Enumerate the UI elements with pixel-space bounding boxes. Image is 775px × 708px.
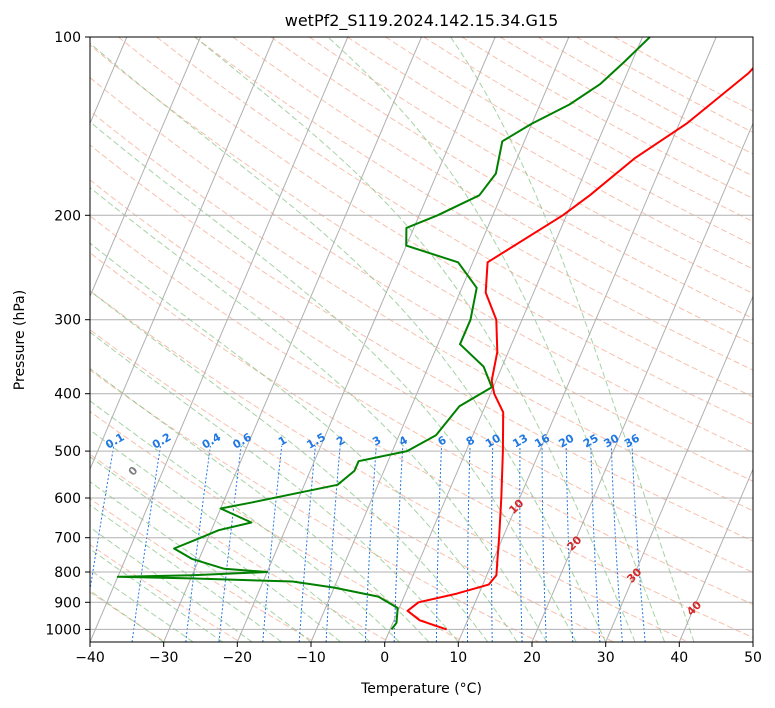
series-layer [116, 37, 753, 631]
dry-adiabat-line [90, 543, 241, 642]
y-tick-label: 500 [54, 444, 81, 460]
moist-adiabat-line [194, 37, 636, 642]
moist-adiabat-line [90, 242, 518, 642]
isotherm-line [163, 37, 422, 642]
x-tick-label: 50 [744, 650, 762, 666]
isotherm-line [90, 37, 201, 298]
dry-adiabat-line [90, 215, 753, 606]
dry-adiabat-line [90, 410, 465, 642]
mixing-ratio-line [262, 445, 283, 642]
dry-adiabat-line [194, 37, 753, 371]
x-tick-label: −30 [149, 650, 179, 666]
y-tick-label: 1000 [45, 622, 81, 638]
mixing-ratio-line [610, 445, 623, 642]
y-tick-label: 900 [54, 595, 81, 611]
mixing-ratio-line [298, 445, 316, 642]
dry-adiabat-line [90, 290, 689, 642]
isotherm-line [384, 37, 643, 642]
dry-adiabat-line [90, 110, 753, 512]
x-tick-label: 0 [380, 650, 389, 666]
dry-adiabat-line [90, 179, 753, 573]
y-tick-label: 700 [54, 531, 81, 547]
temperature-profile-line [406, 66, 753, 631]
mixing-ratio-line [218, 445, 242, 642]
x-axis-label: Temperature (°C) [360, 681, 482, 697]
moist-adiabat-line [90, 367, 430, 642]
isotherm-line [310, 37, 570, 642]
y-axis-label: Pressure (hPa) [12, 290, 28, 390]
moist-adiabat-line [90, 121, 577, 642]
isotherm-line [678, 467, 753, 642]
isotherm-line [531, 122, 753, 642]
y-tick-label: 200 [54, 208, 81, 224]
chart-title: wetPf2_S119.2024.142.15.34.G15 [285, 11, 559, 31]
gridlines [90, 37, 753, 642]
mixing-ratio-line [519, 445, 523, 642]
mixing-ratio-line [565, 445, 574, 642]
isotherm-line [90, 37, 275, 471]
x-tick-label: 20 [523, 650, 541, 666]
y-tick-label: 600 [54, 491, 81, 507]
x-tick-label: −10 [296, 650, 326, 666]
x-tick-label: −40 [75, 650, 105, 666]
x-axis: −40 −30 −20 −10 0 10 20 30 40 50 [75, 642, 762, 666]
mixing-ratio-line [325, 445, 341, 642]
moist-adiabat-line [450, 37, 695, 642]
y-tick-label: 300 [54, 313, 81, 329]
moist-adiabat-line [90, 589, 164, 642]
dry-adiabat-line [232, 37, 753, 345]
dry-adiabat-line [90, 44, 753, 453]
isotherm-line [236, 37, 496, 642]
moist-adiabat-line [90, 456, 341, 642]
dry-adiabat-line [90, 591, 166, 642]
dry-adiabat-line [90, 369, 540, 642]
x-tick-label: 40 [670, 650, 688, 666]
mixing-ratio-line [590, 445, 601, 642]
mixing-ratio-line [491, 445, 494, 642]
dry-adiabat-line [90, 76, 753, 482]
x-tick-label: −20 [223, 650, 253, 666]
moist-adiabat-line [90, 548, 223, 642]
moist-adiabat-line [90, 186, 548, 642]
dry-adiabat-line [156, 37, 753, 398]
isotherm-line [90, 37, 349, 642]
moist-adiabat-line [327, 37, 666, 642]
plot-background [90, 37, 753, 642]
mixing-ratio-line [364, 445, 377, 642]
mixing-ratio-line [185, 445, 211, 642]
plot-frame [89, 36, 754, 643]
mixing-ratio-line [90, 445, 115, 593]
y-tick-label: 800 [54, 565, 81, 581]
mixing-ratio-line [131, 445, 161, 642]
x-tick-label: 30 [597, 650, 615, 666]
dewpoint-profile-line [116, 37, 651, 631]
moist-adiabat-line [90, 429, 371, 642]
dry-adiabat-line [90, 453, 390, 642]
moist-adiabat-line [90, 569, 194, 642]
moist-adiabat-line [90, 331, 459, 642]
y-axis: 100 200 300 400 500 600 700 800 900 1000 [45, 30, 90, 638]
mixing-ratio-line [541, 445, 547, 642]
y-tick-label: 100 [54, 30, 81, 46]
y-tick-label: 400 [54, 387, 81, 403]
mixing-ratio-line [631, 445, 646, 642]
isotherm-line [605, 295, 753, 642]
isotherm-line [457, 37, 717, 642]
mixing-ratio-line [435, 445, 443, 642]
dry-adiabat-line [118, 37, 753, 425]
moist-adiabat-line [90, 42, 607, 642]
mixing-ratio-line [466, 445, 471, 642]
moist-adiabat-line [90, 290, 489, 642]
x-tick-label: 10 [449, 650, 467, 666]
dry-adiabat-line [90, 144, 753, 542]
